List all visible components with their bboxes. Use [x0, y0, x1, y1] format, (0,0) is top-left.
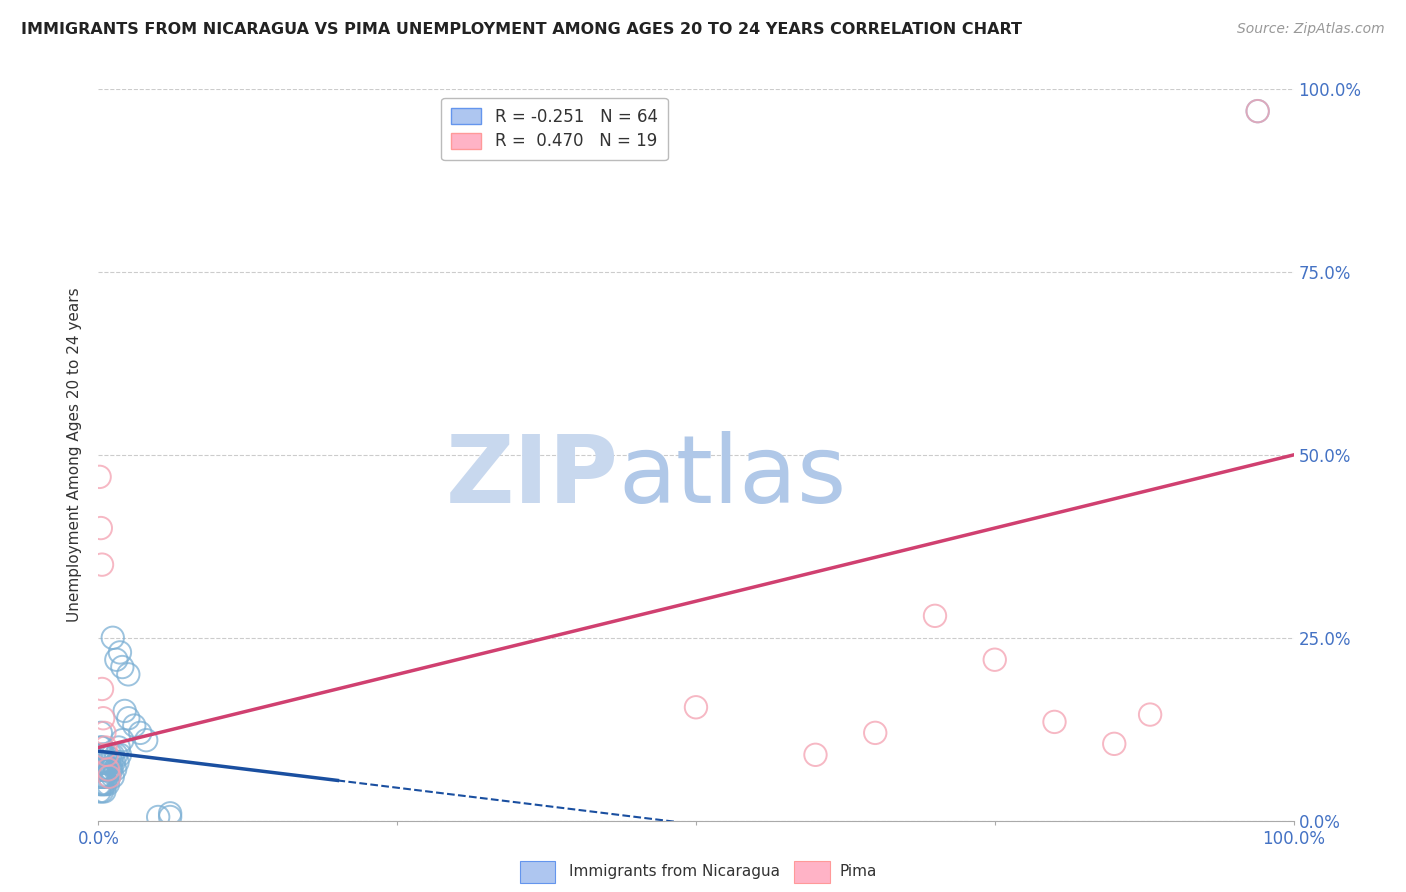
Point — [90, 770, 112, 784]
Point — [124, 718, 146, 732]
Point — [685, 700, 707, 714]
Point — [117, 711, 139, 725]
Text: atlas: atlas — [619, 431, 846, 523]
Point — [105, 653, 128, 667]
Point — [1246, 104, 1268, 119]
Point — [107, 755, 129, 769]
Point — [91, 777, 114, 791]
Point — [91, 755, 114, 769]
Point — [91, 747, 114, 762]
Point — [89, 763, 111, 777]
Point — [98, 755, 121, 769]
Text: IMMIGRANTS FROM NICARAGUA VS PIMA UNEMPLOYMENT AMONG AGES 20 TO 24 YEARS CORRELA: IMMIGRANTS FROM NICARAGUA VS PIMA UNEMPL… — [21, 22, 1022, 37]
Point — [91, 777, 114, 791]
Point — [93, 770, 115, 784]
Point — [101, 631, 124, 645]
Point — [91, 558, 114, 572]
Point — [94, 747, 117, 762]
Point — [91, 711, 114, 725]
Point — [90, 521, 112, 535]
Point — [924, 608, 946, 623]
Point — [96, 770, 118, 784]
Point — [111, 660, 134, 674]
Point — [1246, 104, 1268, 119]
Point — [984, 653, 1007, 667]
Point — [117, 667, 139, 681]
Point — [90, 755, 112, 769]
Legend: R = -0.251   N = 64, R =  0.470   N = 19: R = -0.251 N = 64, R = 0.470 N = 19 — [441, 97, 668, 161]
Point — [104, 763, 127, 777]
Point — [105, 747, 128, 762]
Point — [96, 747, 118, 762]
Point — [91, 784, 114, 798]
Point — [93, 763, 115, 777]
Point — [96, 755, 118, 769]
Point — [91, 763, 114, 777]
Point — [1139, 707, 1161, 722]
Point — [93, 777, 115, 791]
Point — [90, 740, 112, 755]
Point — [129, 726, 152, 740]
Point — [94, 763, 117, 777]
Point — [148, 810, 170, 824]
Text: Pima: Pima — [839, 864, 877, 879]
Point — [91, 747, 114, 762]
Point — [97, 777, 120, 791]
Point — [91, 763, 114, 777]
Point — [94, 777, 117, 791]
Point — [91, 770, 114, 784]
Text: Source: ZipAtlas.com: Source: ZipAtlas.com — [1237, 22, 1385, 37]
Point — [90, 747, 112, 762]
Point — [91, 755, 114, 769]
Point — [91, 770, 114, 784]
Point — [98, 747, 122, 762]
Point — [863, 726, 887, 740]
Point — [90, 763, 112, 777]
Point — [159, 810, 181, 824]
Point — [90, 726, 112, 740]
Point — [89, 470, 111, 484]
Point — [91, 740, 114, 755]
Point — [108, 747, 131, 762]
Point — [93, 784, 115, 798]
Point — [100, 763, 122, 777]
Point — [114, 704, 136, 718]
Point — [98, 770, 121, 784]
Point — [98, 770, 121, 784]
Point — [159, 806, 181, 821]
Point — [1102, 737, 1125, 751]
Point — [94, 740, 117, 755]
Point — [97, 763, 120, 777]
Text: Immigrants from Nicaragua: Immigrants from Nicaragua — [569, 864, 780, 879]
Point — [97, 763, 120, 777]
Point — [108, 645, 131, 659]
Point — [89, 777, 111, 791]
Point — [89, 770, 111, 784]
Text: ZIP: ZIP — [446, 431, 619, 523]
Point — [89, 784, 111, 798]
Y-axis label: Unemployment Among Ages 20 to 24 years: Unemployment Among Ages 20 to 24 years — [67, 287, 83, 623]
Point — [135, 733, 157, 747]
Point — [804, 747, 827, 762]
Point — [111, 733, 134, 747]
Point — [103, 755, 125, 769]
Point — [107, 740, 129, 755]
Point — [100, 755, 122, 769]
Point — [98, 763, 122, 777]
Point — [101, 770, 124, 784]
Point — [101, 747, 124, 762]
Point — [89, 755, 111, 769]
Point — [93, 726, 115, 740]
Point — [90, 777, 112, 791]
Point — [1043, 714, 1066, 729]
Point — [91, 681, 114, 696]
